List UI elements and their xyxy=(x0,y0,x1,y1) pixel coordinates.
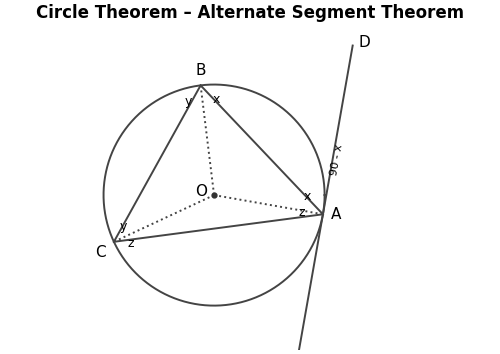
Text: x: x xyxy=(304,190,310,203)
Text: B: B xyxy=(196,63,206,78)
Title: Circle Theorem – Alternate Segment Theorem: Circle Theorem – Alternate Segment Theor… xyxy=(36,4,464,22)
Text: y: y xyxy=(120,219,128,233)
Text: O: O xyxy=(196,184,207,199)
Text: D: D xyxy=(358,35,370,50)
Text: z: z xyxy=(127,236,134,250)
Text: z: z xyxy=(299,206,306,219)
Text: C: C xyxy=(96,245,106,260)
Text: y: y xyxy=(185,96,192,108)
Text: x: x xyxy=(212,93,220,106)
Text: 90 - x: 90 - x xyxy=(330,143,344,176)
Text: A: A xyxy=(330,207,341,222)
